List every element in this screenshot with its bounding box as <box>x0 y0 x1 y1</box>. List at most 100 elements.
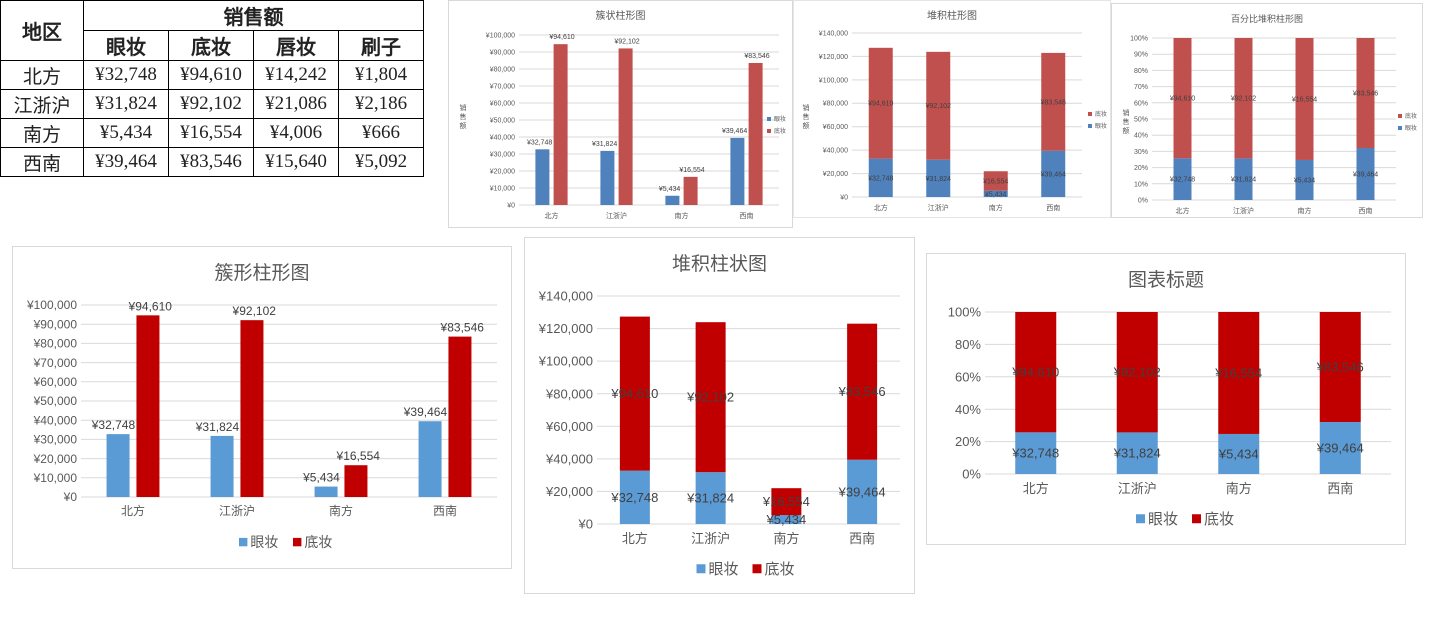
data-label: ¥16,554 <box>1214 366 1262 381</box>
y-axis-title: 销 <box>803 103 810 112</box>
chart-title: 堆积柱状图 <box>672 253 767 275</box>
bar-eye-segment <box>1041 150 1066 197</box>
y-tick-label: ¥40,000 <box>823 148 848 155</box>
y-tick-label: 40% <box>955 402 981 417</box>
bar-base <box>618 48 633 205</box>
y-tick-label: ¥80,000 <box>33 337 78 351</box>
legend-label: 底妆 <box>774 127 786 135</box>
bar-eye-segment <box>1234 158 1253 200</box>
bar-eye-segment <box>847 459 878 524</box>
bar-base-segment <box>1356 38 1375 149</box>
data-label: ¥83,546 <box>1316 360 1364 375</box>
x-tick-label: 江浙沪 <box>1233 206 1254 215</box>
legend-swatch <box>293 537 302 547</box>
y-tick-label: ¥140,000 <box>819 30 848 37</box>
data-label: ¥92,102 <box>686 390 734 405</box>
data-label: ¥31,824 <box>926 176 951 183</box>
bar-eye <box>665 195 680 205</box>
y-tick-label: ¥60,000 <box>33 375 78 389</box>
y-axis-title: 售 <box>1123 117 1130 126</box>
bar-base-segment <box>1041 52 1066 151</box>
data-label: ¥5,434 <box>765 512 806 527</box>
table-header-row: 地区 销售额 <box>0 0 424 61</box>
x-tick-label: 北方 <box>874 203 888 212</box>
y-tick-label: ¥20,000 <box>33 452 78 466</box>
data-label: ¥94,610 <box>610 386 658 401</box>
legend-label: 眼妆 <box>1095 122 1107 130</box>
y-tick-label: 60% <box>1134 100 1148 107</box>
x-tick-label: 北方 <box>121 503 145 518</box>
x-tick-label: 江浙沪 <box>1118 481 1157 496</box>
data-label: ¥32,748 <box>527 139 552 146</box>
y-tick-label: 0% <box>1138 197 1148 204</box>
bar-eye-segment <box>868 158 893 197</box>
legend-swatch <box>1398 114 1402 118</box>
data-label: ¥92,102 <box>1113 365 1161 380</box>
data-label: ¥5,434 <box>659 186 681 193</box>
value-cell: ¥31,824 <box>83 89 169 119</box>
legend-label: 底妆 <box>765 561 795 578</box>
chart-svg: 百分比堆积柱形图 0% 10% 20% 30% 40% 50% 60% 70% 80% 90% 100… <box>1123 13 1418 215</box>
bar-base-segment <box>1319 312 1361 423</box>
y-tick-label: 40% <box>1134 133 1148 140</box>
sales-table: 地区 销售额 眼妆 底妆 唇妆 刷子 北方 ¥32,748 ¥94,610 ¥1… <box>0 0 424 177</box>
bar-base <box>240 320 264 497</box>
bar-base-segment <box>619 316 650 471</box>
region-cell: 西南 <box>0 147 84 177</box>
legend-swatch <box>767 129 771 133</box>
y-tick-label: 20% <box>955 434 981 449</box>
y-axis-title: 销 <box>1123 108 1130 117</box>
bar-base-segment <box>1173 38 1192 159</box>
y-tick-label: ¥0 <box>840 194 848 201</box>
y-tick-label: 50% <box>1134 116 1148 123</box>
legend-swatch <box>1192 514 1201 524</box>
legend-swatch <box>752 564 762 574</box>
y-tick-label: 20% <box>1134 165 1148 172</box>
x-tick-label: 北方 <box>622 531 648 546</box>
region-cell: 北方 <box>0 60 84 90</box>
bar-base-segment <box>1234 38 1253 159</box>
y-tick-label: ¥100,000 <box>486 32 515 39</box>
legend-label: 眼妆 <box>709 561 739 578</box>
y-tick-label: ¥100,000 <box>819 77 848 84</box>
x-tick-label: 江浙沪 <box>928 203 949 212</box>
bar-eye-segment <box>1218 433 1260 474</box>
y-axis-title: 额 <box>1123 126 1130 135</box>
chart-svg: 簇状柱形图 ¥0 ¥10,000 ¥20,000 ¥30,000 ¥40,000 ¥50,0… <box>460 9 787 220</box>
data-label: ¥5,434 <box>302 471 340 485</box>
legend-label: 底妆 <box>304 534 332 550</box>
x-tick-label: 北方 <box>1176 206 1190 215</box>
y-tick-label: ¥20,000 <box>545 484 593 499</box>
bar-base-segment <box>1116 312 1158 433</box>
chart-title: 图表标题 <box>1128 269 1204 291</box>
bar-eye-segment <box>1173 158 1192 200</box>
data-label: ¥94,610 <box>868 101 893 108</box>
clustered-bar-chart-small: 簇状柱形图 ¥0 ¥10,000 ¥20,000 ¥30,000 ¥40,000 ¥50,0… <box>448 0 793 228</box>
value-cell: ¥2,186 <box>338 89 424 119</box>
legend-swatch <box>1398 126 1402 130</box>
region-cell: 南方 <box>0 118 84 148</box>
y-tick-label: ¥30,000 <box>490 151 515 158</box>
data-label: ¥31,824 <box>686 491 734 506</box>
y-tick-label: ¥40,000 <box>490 134 515 141</box>
data-label: ¥5,434 <box>985 191 1007 198</box>
percent-stacked-bar-chart-small: 百分比堆积柱形图 0% 10% 20% 30% 40% 50% 60% 70% 80% 90% 100… <box>1111 3 1423 218</box>
y-tick-label: ¥120,000 <box>819 54 848 61</box>
x-tick-label: 西南 <box>1046 203 1060 212</box>
value-cell: ¥16,554 <box>168 118 254 148</box>
sales-header: 销售额 <box>83 0 424 31</box>
data-label: ¥39,464 <box>1316 441 1364 456</box>
bar-base <box>136 315 160 497</box>
chart-svg: 簇形柱形图 ¥0 ¥10,000 ¥20,000 ¥30,000 ¥40,000 ¥50,0… <box>26 262 497 550</box>
data-label: ¥83,546 <box>744 53 769 60</box>
data-label: ¥39,464 <box>403 405 448 419</box>
bar-base-segment <box>926 51 951 160</box>
data-label: ¥83,546 <box>838 384 886 399</box>
value-cell: ¥15,640 <box>253 147 339 177</box>
y-tick-label: 60% <box>955 369 981 384</box>
y-tick-label: ¥60,000 <box>823 124 848 131</box>
data-label: ¥5,434 <box>1294 177 1316 184</box>
region-cell: 江浙沪 <box>0 89 84 119</box>
chart-title: 堆积柱形图 <box>927 9 977 22</box>
legend-label: 眼妆 <box>1405 124 1417 132</box>
